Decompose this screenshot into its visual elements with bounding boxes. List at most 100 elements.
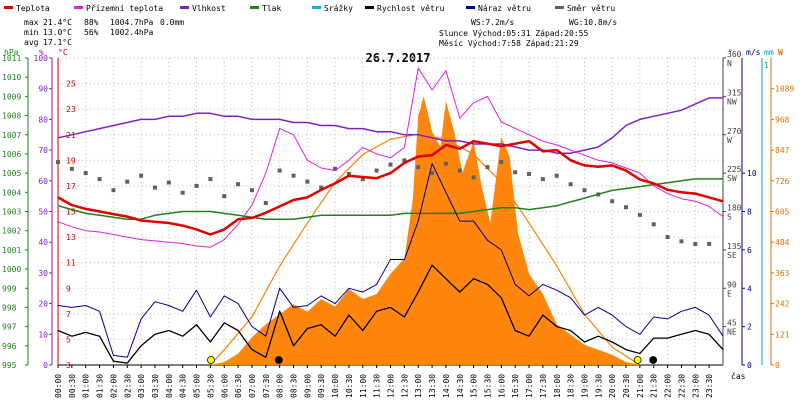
solar-tick-label: 968 (775, 115, 790, 124)
wind-direction-point (180, 190, 185, 195)
wind-direction-point (222, 194, 227, 199)
wind-direction-point (540, 177, 545, 182)
stat-temperature: 21.4°C (43, 18, 72, 27)
direction-tick-label: 180 (727, 204, 742, 213)
info-wind-gust: WG:10.8m/s (569, 18, 617, 27)
info-moon: Měsíc Východ:7:58 Západ:21:29 (439, 39, 579, 48)
humidity-tick-label: 80 (38, 115, 48, 124)
direction-tick-compass: SW (727, 174, 737, 183)
pressure-tick-label: 1009 (2, 92, 21, 101)
legend-swatch (312, 6, 321, 9)
pressure-tick-label: 1003 (2, 208, 21, 217)
wind-direction-point (471, 175, 476, 180)
unit-hpa: hPa (4, 48, 19, 57)
x-tick-label: 04:30 (179, 374, 188, 398)
wind-direction-point (693, 241, 698, 246)
x-tick-label: 02:30 (123, 374, 132, 398)
astro-marker (207, 356, 215, 364)
wind-direction-point (374, 168, 379, 173)
astro-info: WS:7.2m/s WG:10.8m/s Slunce Východ:05:31 Z… (439, 18, 617, 48)
wind-direction-point (568, 182, 573, 187)
legend-label: Směr větru (567, 4, 615, 13)
x-tick-label: 20:30 (622, 374, 631, 398)
wind-direction-point (651, 222, 656, 227)
unit-celsius: °C (58, 48, 68, 57)
wind-direction-point (139, 173, 144, 178)
wind-direction-point (624, 205, 629, 210)
direction-tick-compass: NE (727, 328, 737, 337)
solar-tick-label: 1089 (775, 85, 794, 94)
x-tick-label: 18:30 (567, 374, 576, 398)
solar-tick-label: 363 (775, 269, 790, 278)
x-tick-label: 00:00 (54, 374, 63, 398)
wind-direction-point (346, 171, 351, 176)
wind-direction-point (236, 182, 241, 187)
direction-tick-compass: W (727, 136, 732, 145)
humidity-tick-label: 30 (38, 269, 48, 278)
direction-tick-compass: NW (727, 97, 737, 106)
pressure-tick-label: 999 (2, 284, 17, 293)
x-tick-label: 21:00 (636, 374, 645, 398)
humidity-tick-label: 50 (38, 208, 48, 217)
x-tick-label: 23:30 (705, 374, 714, 398)
x-tick-label: 22:30 (677, 374, 686, 398)
wind-direction-point (610, 199, 615, 204)
wind-direction-point (457, 168, 462, 173)
x-tick-label: 01:00 (82, 374, 91, 398)
wind-tick-label: 8 (747, 208, 752, 217)
stat-rain: 0.0mm (160, 18, 184, 27)
x-tick-label: 05:30 (206, 374, 215, 398)
legend-swatch (555, 6, 564, 9)
legend-swatch (250, 6, 259, 9)
x-tick-label: 14:00 (442, 374, 451, 398)
solar-tick-label: 847 (775, 146, 790, 155)
humidity-tick-label: 70 (38, 146, 48, 155)
temperature-tick-label: 9 (66, 284, 71, 293)
x-tick-label: 08:00 (276, 374, 285, 398)
wind-direction-point (513, 170, 518, 175)
x-tick-label: 11:00 (359, 374, 368, 398)
direction-tick-compass: N (727, 59, 732, 68)
x-tick-label: 07:30 (262, 374, 271, 398)
wind-tick-label: 2 (747, 323, 752, 332)
wind-direction-point (194, 183, 199, 188)
pressure-tick-label: 995 (2, 361, 17, 370)
x-tick-label: 17:00 (525, 374, 534, 398)
wind-direction-point (554, 173, 559, 178)
x-tick-label: 09:00 (303, 374, 312, 398)
stats-block: max 21.4°C 88% 1004.7hPa 0.0mm min 13.0°C 56% 10… (24, 18, 184, 47)
x-axis: 00:00 00:30 01:00 01:30 02:00 02:30 03:00 03:30… (54, 365, 746, 398)
temperature-tick-label: 11 (66, 259, 76, 268)
x-tick-label: 23:00 (691, 374, 700, 398)
wind-direction-point (360, 177, 365, 182)
x-tick-label: 05:00 (193, 374, 202, 398)
x-tick-label: 11:30 (373, 374, 382, 398)
legend-label: Tlak (262, 4, 281, 13)
x-tick-label: 15:00 (470, 374, 479, 398)
wind-direction-point (665, 235, 670, 240)
wind-direction-point (125, 179, 130, 184)
x-tick-label: 17:30 (539, 374, 548, 398)
wind-direction-point (499, 160, 504, 165)
astro-marker (274, 356, 283, 364)
pressure-tick-label: 1005 (2, 169, 21, 178)
x-tick-label: 02:00 (109, 374, 118, 398)
pressure-tick-label: 1006 (2, 150, 21, 159)
wind-tick-label: 4 (747, 284, 752, 293)
direction-tick-compass: SE (727, 251, 737, 260)
x-tick-label: 07:00 (248, 374, 257, 398)
series-line (57, 264, 724, 364)
x-tick-label: 15:30 (484, 374, 493, 398)
x-tick-label: 18:00 (553, 374, 562, 398)
x-tick-label: 13:00 (414, 374, 423, 398)
solar-tick-label: 605 (775, 208, 790, 217)
unit-percent: % (39, 48, 44, 57)
pressure-tick-label: 996 (2, 342, 17, 351)
x-tick-label: 19:30 (594, 374, 603, 398)
wind-direction-point (69, 166, 74, 171)
temperature-tick-label: 23 (66, 105, 76, 114)
wind-direction-point (277, 168, 282, 173)
series-line (57, 163, 724, 358)
x-tick-label: 19:00 (581, 374, 590, 398)
